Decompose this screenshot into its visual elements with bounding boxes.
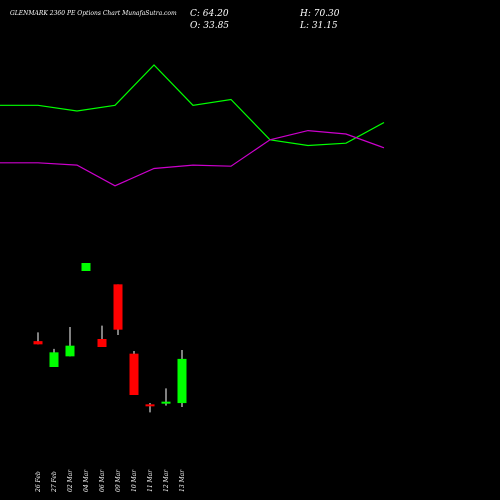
open-value: O: 33.85 xyxy=(190,21,230,31)
chart-title: GLENMARK 2360 PE Options Chart MunafaSut… xyxy=(10,10,177,17)
x-tick-label: 06 Mar xyxy=(99,469,106,492)
x-tick-label: 09 Mar xyxy=(115,469,122,492)
x-tick-label: 10 Mar xyxy=(131,469,138,492)
candle-body xyxy=(161,401,171,404)
candle-body xyxy=(81,263,91,271)
candle-body xyxy=(97,339,107,347)
x-tick-label: 04 Mar xyxy=(83,469,90,492)
candle-body xyxy=(177,358,187,404)
indicator-line-green xyxy=(0,64,385,147)
x-tick-label: 02 Mar xyxy=(67,469,74,492)
low-value: L: 31.15 xyxy=(300,21,338,31)
candle-body xyxy=(65,345,75,357)
x-tick-label: 11 Mar xyxy=(147,469,154,492)
x-tick-label: 13 Mar xyxy=(179,469,186,492)
candle-body xyxy=(33,341,43,345)
close-value: C: 64.20 xyxy=(190,9,229,19)
x-tick-label: 26 Feb xyxy=(35,471,42,493)
x-tick-label: 12 Mar xyxy=(163,469,170,492)
candle-body xyxy=(113,284,123,330)
candle-body xyxy=(145,404,155,407)
high-value: H: 70.30 xyxy=(300,9,340,19)
candle-body xyxy=(129,353,139,395)
candle-body xyxy=(49,352,59,367)
indicator-line-magenta xyxy=(0,129,385,187)
x-tick-label: 27 Feb xyxy=(51,471,58,493)
